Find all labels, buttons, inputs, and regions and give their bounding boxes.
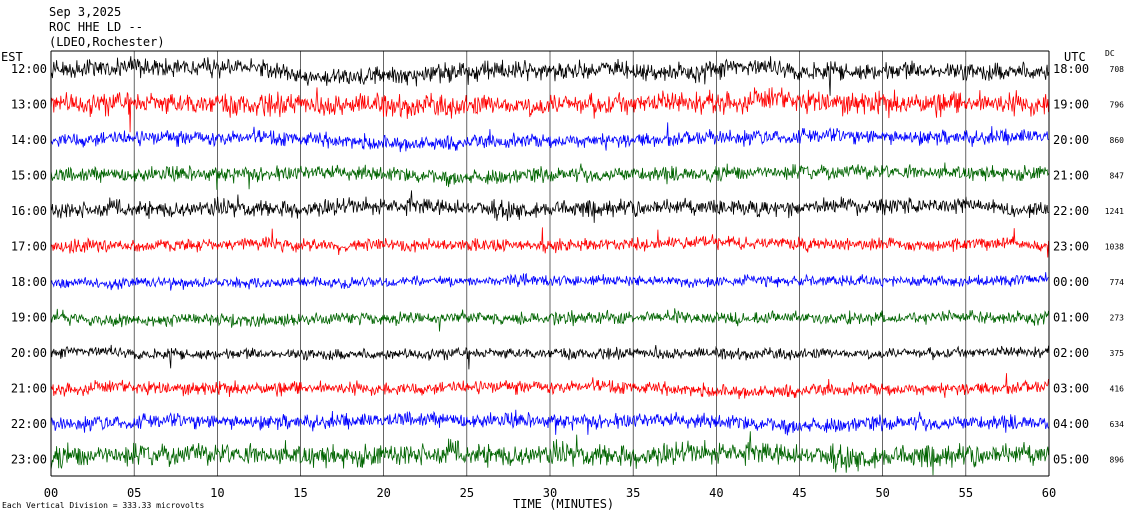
utc-hour-label: 01:00 (1053, 311, 1089, 325)
seismic-trace-1300 (50, 87, 1049, 133)
est-hour-label: 13:00 (11, 98, 47, 112)
seismic-trace-2000 (50, 344, 1049, 370)
scale-note: Each Vertical Division = 333.33 microvol… (2, 501, 205, 510)
est-hour-label: 14:00 (11, 133, 47, 147)
dc-offset-label: 708 (1110, 65, 1125, 74)
utc-hour-label: 18:00 (1053, 62, 1089, 76)
x-tick-label: 50 (875, 486, 889, 500)
est-hour-label: 12:00 (11, 62, 47, 76)
x-tick-label: 25 (460, 486, 474, 500)
dc-offset-label: 796 (1110, 101, 1125, 110)
seismic-trace-1500 (50, 162, 1049, 190)
seismic-trace-1900 (50, 308, 1049, 332)
est-hour-label: 15:00 (11, 169, 47, 183)
seismic-trace-2200 (50, 409, 1049, 436)
x-axis-title: TIME (MINUTES) (513, 497, 615, 511)
seismic-trace-2100 (50, 373, 1049, 400)
est-hour-label: 20:00 (11, 346, 47, 360)
utc-hour-label: 05:00 (1053, 453, 1089, 467)
dc-offset-label: 416 (1110, 385, 1125, 394)
seismic-trace-2300 (50, 431, 1049, 476)
x-tick-label: 30 (543, 486, 557, 500)
utc-hour-label: 23:00 (1053, 240, 1089, 254)
est-axis-label: EST (1, 50, 23, 64)
utc-hour-label: 19:00 (1053, 98, 1089, 112)
x-tick-label: 55 (959, 486, 973, 500)
dc-offset-label: 1038 (1105, 243, 1124, 252)
dc-offset-label: 860 (1110, 136, 1125, 145)
utc-axis-label: UTC (1064, 50, 1086, 64)
seismic-trace-1600 (50, 190, 1049, 223)
x-tick-label: 40 (709, 486, 723, 500)
title-station: ROC HHE LD -- (49, 20, 143, 34)
x-tick-label: 15 (293, 486, 307, 500)
x-tick-label: 45 (792, 486, 806, 500)
utc-hour-label: 21:00 (1053, 169, 1089, 183)
utc-hour-label: 00:00 (1053, 275, 1089, 289)
dc-offset-label: 634 (1110, 420, 1125, 429)
est-hour-label: 22:00 (11, 417, 47, 431)
x-tick-label: 20 (376, 486, 390, 500)
dc-offset-label: 375 (1110, 349, 1125, 358)
x-tick-label: 05 (127, 486, 141, 500)
dc-axis-label: DC (1105, 49, 1115, 58)
utc-hour-label: 03:00 (1053, 382, 1089, 396)
utc-hour-label: 20:00 (1053, 133, 1089, 147)
seismic-trace-1700 (50, 227, 1049, 258)
est-hour-label: 17:00 (11, 240, 47, 254)
dc-offset-label: 1241 (1105, 207, 1124, 216)
utc-hour-label: 02:00 (1053, 346, 1089, 360)
dc-offset-label: 847 (1110, 172, 1125, 181)
dc-offset-label: 273 (1110, 314, 1125, 323)
x-tick-label: 60 (1042, 486, 1056, 500)
dc-offset-label: 774 (1110, 278, 1125, 287)
title-date: Sep 3,2025 (49, 5, 122, 19)
x-tick-label: 00 (44, 486, 58, 500)
seismic-trace-1800 (50, 272, 1049, 291)
plot-frame (50, 50, 1050, 477)
seismic-trace-1400 (50, 122, 1049, 153)
x-tick-label: 10 (210, 486, 224, 500)
est-hour-label: 18:00 (11, 275, 47, 289)
est-hour-label: 21:00 (11, 382, 47, 396)
dc-offset-label: 896 (1110, 456, 1125, 465)
tick-labels: 00 05 10 15 20 25 30 35 40 45 50 55 60 12:00 18:00 708 1… (11, 62, 1124, 500)
est-hour-label: 19:00 (11, 311, 47, 325)
utc-hour-label: 22:00 (1053, 204, 1089, 218)
title-network: (LDEO,Rochester) (49, 35, 165, 49)
grid-lines (50, 51, 1050, 476)
trace-group (50, 56, 1049, 476)
est-hour-label: 23:00 (11, 453, 47, 467)
seismic-trace-1200 (50, 56, 1049, 96)
est-hour-label: 16:00 (11, 204, 47, 218)
x-tick-label: 35 (626, 486, 640, 500)
utc-hour-label: 04:00 (1053, 417, 1089, 431)
